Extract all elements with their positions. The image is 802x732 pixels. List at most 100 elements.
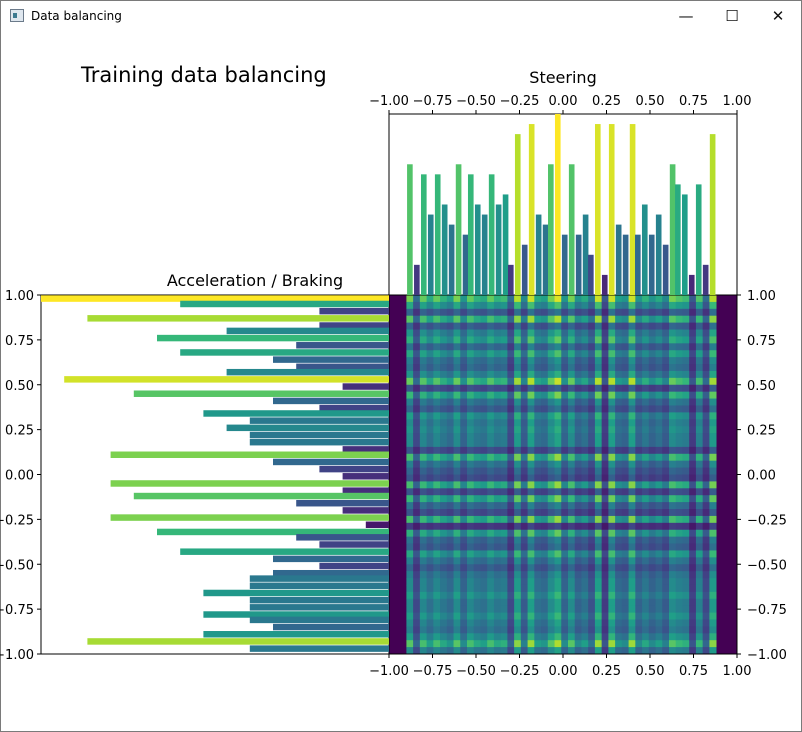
heatmap-cell (648, 315, 656, 324)
heatmap-cell (709, 543, 717, 551)
heatmap-cell (675, 295, 683, 303)
heatmap-cell (493, 584, 502, 593)
heatmap-cell (648, 322, 656, 330)
acceleration-bar (319, 322, 389, 329)
heatmap-cell (473, 605, 481, 613)
heatmap-cell (635, 357, 643, 365)
heatmap-cell (668, 322, 677, 330)
heatmap-cell (675, 550, 683, 558)
heatmap-cell (601, 412, 609, 420)
heatmap-cell (554, 584, 562, 593)
heatmap-cell (594, 384, 603, 393)
heatmap-cell (547, 467, 555, 475)
heatmap-cell (493, 377, 502, 386)
heatmap-cell (702, 488, 710, 496)
heatmap-cell (628, 446, 636, 455)
heatmap-cell (662, 419, 670, 427)
heatmap-cell (419, 578, 427, 586)
heatmap-cell (574, 591, 582, 600)
heatmap-cell (480, 308, 488, 317)
heatmap-cell (655, 336, 663, 344)
heatmap-cell (709, 619, 717, 627)
heatmap-cell (648, 446, 656, 455)
heatmap-cell (648, 598, 656, 607)
heatmap-cell (615, 343, 623, 351)
heatmap-cell (621, 412, 629, 420)
heatmap-cell (635, 619, 643, 627)
steering-bar (648, 234, 655, 295)
heatmap-cell (453, 509, 461, 517)
heatmap-cell (514, 295, 522, 303)
heatmap-cell (574, 626, 582, 634)
heatmap-cell (675, 405, 683, 413)
close-button[interactable]: ✕ (771, 7, 785, 25)
heatmap-cell (460, 605, 468, 613)
heatmap-cell (642, 647, 650, 655)
heatmap-cell (689, 474, 697, 482)
heatmap-cell (440, 474, 448, 482)
heatmap-cell (406, 301, 414, 310)
heatmap-cell (440, 564, 448, 572)
acceleration-bar (180, 349, 389, 356)
heatmap-cell (648, 343, 656, 351)
heatmap-cell (689, 488, 697, 496)
acceleration-bar (249, 645, 389, 652)
heatmap-cell (520, 301, 528, 310)
heatmap-cell (446, 398, 454, 406)
heatmap-cell (635, 350, 643, 358)
heatmap-cell (446, 315, 454, 324)
heatmap-cell (621, 557, 629, 565)
heatmap-cell (628, 564, 636, 572)
acceleration-bar (180, 548, 389, 555)
heatmap-cell (628, 322, 636, 330)
heatmap-cell (567, 543, 576, 551)
heatmap-cell (601, 460, 609, 468)
heatmap-cell (574, 481, 582, 489)
steering-bar (635, 234, 641, 295)
title-bar[interactable]: Data balancing — ☐ ✕ (1, 1, 801, 31)
heatmap-cell (507, 446, 515, 455)
heatmap-cell (642, 426, 650, 434)
heatmap-cell (419, 433, 427, 441)
heatmap-cell (635, 536, 643, 544)
heatmap-cell (581, 419, 589, 427)
steering-bar (622, 234, 629, 295)
heatmap-cell (493, 571, 502, 579)
heatmap-cell (702, 453, 710, 462)
heatmap-cell (648, 578, 656, 586)
heatmap-cell (500, 308, 508, 317)
heatmap-cell (581, 481, 589, 489)
heatmap-cell (689, 370, 697, 379)
heatmap-cell (433, 384, 441, 393)
heatmap-cell (520, 377, 528, 386)
heatmap-cell (554, 412, 562, 420)
heatmap-cell (574, 336, 582, 344)
minimize-button[interactable]: — (678, 7, 694, 25)
heatmap-cell (466, 640, 475, 648)
steering-tick-label: −0.75 (413, 94, 453, 109)
heatmap-cell (426, 329, 434, 337)
heatmap-cell (426, 502, 434, 510)
heatmap-cell (406, 481, 414, 489)
steering-tick-label: 0.75 (679, 94, 708, 109)
heatmap-cell (628, 391, 636, 399)
heatmap-cell (588, 308, 596, 317)
heatmap-cell (534, 591, 542, 600)
heatmap-cell (581, 453, 589, 462)
maximize-button[interactable]: ☐ (725, 7, 739, 25)
heatmap-cell (628, 536, 636, 544)
heatmap-cell (682, 605, 690, 613)
heatmap-cell (433, 557, 441, 565)
heatmap-cell (709, 467, 717, 475)
heatmap-cell (567, 446, 576, 455)
heatmap-cell (419, 315, 427, 324)
heatmap-cell (500, 515, 508, 524)
heatmap-cell (628, 605, 636, 613)
heatmap-cell (487, 370, 495, 379)
heatmap-cell (426, 584, 434, 593)
heatmap-cell (702, 578, 710, 586)
heatmap-cell (621, 640, 629, 648)
heatmap-cell (648, 364, 656, 372)
heatmap-cell (695, 370, 704, 379)
heatmap-cell (655, 578, 663, 586)
